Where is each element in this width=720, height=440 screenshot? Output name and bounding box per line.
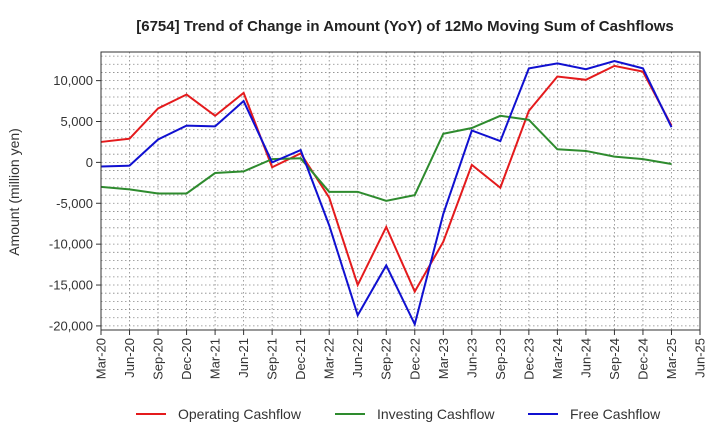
y-tick-label: -10,000 [49,237,93,252]
y-tick-label: -5,000 [56,196,93,211]
legend-label-investing-cashflow: Investing Cashflow [377,406,495,422]
series-line-free-cashflow [100,59,673,328]
plot-area [101,52,700,330]
x-tick-label: Jun-24 [578,338,593,378]
y-tick-label: -20,000 [49,318,93,333]
x-tick-label: Dec-22 [407,338,422,380]
series-layer [100,59,673,328]
chart-title: [6754] Trend of Change in Amount (YoY) o… [136,18,674,35]
x-tick-label: Jun-23 [464,338,479,378]
x-tick-label: Jun-22 [350,338,365,378]
x-tick-label: Dec-23 [521,338,536,380]
x-tick-label: Mar-21 [208,338,223,379]
x-axis-ticks: Mar-20 Jun-20 Sep-20 Dec-20 Mar-21 Jun-21 Sep-… [94,330,708,380]
x-tick-label: Mar-24 [550,338,565,379]
y-tick-label: 10,000 [53,73,93,88]
x-tick-label: Mar-22 [322,338,337,379]
x-tick-label: Mar-25 [664,338,679,379]
x-tick-label: Dec-24 [635,338,650,380]
x-tick-label: Jun-25 [693,338,708,378]
series-line-investing-cashflow [100,114,672,202]
x-tick-label: Dec-20 [179,338,194,380]
x-tick-label: Dec-21 [293,338,308,380]
x-tick-label: Jun-20 [122,338,137,378]
legend-label-free-cashflow: Free Cashflow [570,406,661,422]
x-tick-label: Jun-21 [236,338,251,378]
legend: Operating Cashflow Investing Cashflow Free… [136,406,661,422]
x-tick-label: Sep-22 [379,338,394,380]
y-axis-ticks: 10,000 5,000 0 -5,000 -10,000 -15,000 -20,000 [49,73,101,333]
legend-label-operating-cashflow: Operating Cashflow [178,406,302,422]
y-tick-label: 0 [86,155,93,170]
y-axis-label: Amount (million yen) [6,128,22,256]
plot-frame [100,51,701,331]
x-tick-label: Sep-21 [265,338,280,380]
x-tick-label: Sep-24 [607,338,622,380]
x-tick-label: Sep-20 [151,338,166,380]
y-tick-label: 5,000 [60,114,93,129]
series-line-operating-cashflow [100,64,673,294]
x-tick-label: Mar-23 [436,338,451,379]
x-tick-label: Sep-23 [493,338,508,380]
y-tick-label: -15,000 [49,278,93,293]
x-tick-label: Mar-20 [94,338,109,379]
